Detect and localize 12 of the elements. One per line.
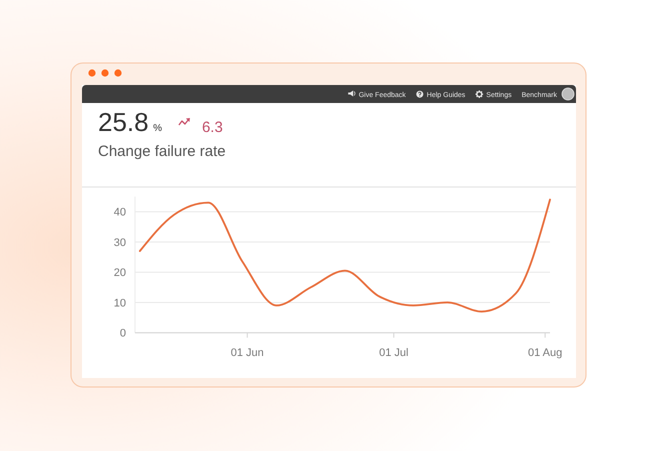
y-tick-label: 0 xyxy=(120,328,126,340)
x-tick-label: 01 Aug xyxy=(528,347,562,359)
y-tick-label: 30 xyxy=(114,236,126,249)
x-tick-label: 01 Jul xyxy=(379,347,408,359)
x-tick-label: 01 Jun xyxy=(230,347,264,359)
line-series xyxy=(138,198,551,312)
text: 25.8 % xyxy=(98,107,162,137)
chart-title: Change failure rate xyxy=(98,143,226,160)
y-tick-label: 10 xyxy=(114,297,126,310)
text: 6.3 xyxy=(202,119,223,136)
y-tick-label: 40 xyxy=(114,206,126,219)
y-tick-label: 20 xyxy=(114,267,126,280)
